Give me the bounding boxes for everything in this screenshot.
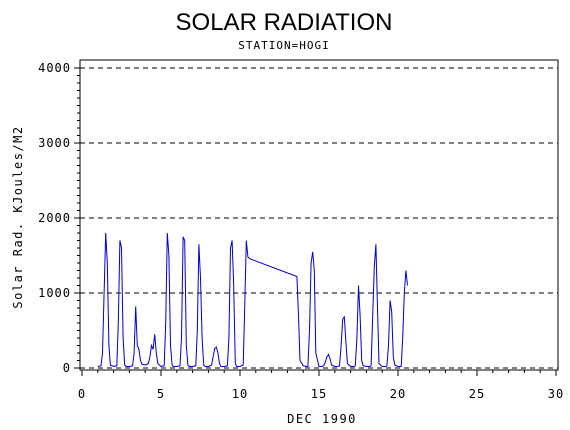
x-tick-label: 20 — [390, 387, 406, 401]
y-tick-label: 4000 — [38, 61, 71, 75]
x-tick-label: 30 — [548, 387, 564, 401]
chart-subtitle: STATION=HOGI — [238, 39, 329, 52]
y-tick-label: 1000 — [38, 286, 71, 300]
y-axis-ticks: 0 1000 2000 3000 4000 — [38, 61, 80, 375]
x-axis-ticks: 0 5 10 15 20 25 30 — [78, 370, 564, 401]
y-tick-label: 0 — [63, 361, 71, 375]
y-tick-label: 2000 — [38, 211, 71, 225]
x-tick-label: 10 — [232, 387, 248, 401]
chart-title: SOLAR RADIATION — [176, 9, 393, 36]
y-axis-label: Solar Rad. KJoules/M2 — [11, 125, 25, 308]
x-tick-label: 0 — [78, 387, 86, 401]
series-line-solar-radiation — [97, 232, 408, 368]
y-tick-label: 3000 — [38, 136, 71, 150]
plot-frame — [79, 59, 559, 371]
x-tick-label: 15 — [311, 387, 327, 401]
x-axis-label: DEC 1990 — [287, 412, 357, 426]
gridlines — [80, 67, 558, 369]
x-tick-label: 25 — [469, 387, 485, 401]
x-tick-label: 5 — [157, 387, 165, 401]
